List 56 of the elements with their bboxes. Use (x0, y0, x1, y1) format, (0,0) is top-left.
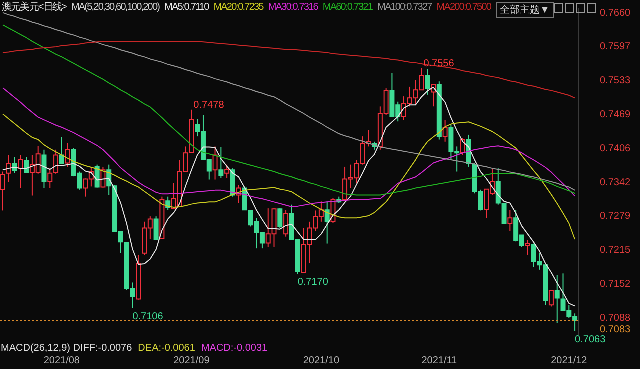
annotation: 全部主题▼ (496, 2, 554, 18)
y-tick-label: 0.7469 (600, 110, 632, 121)
text: MACD:-0.0031 (201, 343, 268, 354)
x-tick-label: 2021/11 (422, 356, 458, 366)
candlestick (212, 146, 218, 180)
x-tick-label: 2021/09 (174, 356, 210, 366)
annotation: 0.7106 (132, 311, 164, 322)
line-series (2, 41, 576, 99)
candlestick (554, 274, 560, 324)
text: MA60:0.7321 (322, 2, 373, 13)
annotation: 0.7063 (575, 334, 606, 346)
annotation: 0.7170 (298, 277, 329, 288)
ref-line-label: 0.7083 (600, 324, 632, 336)
candlestick (496, 168, 501, 206)
y-tick-label: 0.7660 (600, 8, 632, 19)
candlestick (218, 146, 224, 179)
candlestick (18, 154, 24, 189)
line-series (2, 88, 576, 208)
candlestick (65, 142, 70, 168)
text: MACD(26,12,9) DIFF:-0.0076 (1, 343, 132, 354)
text: MA20:0.7235 (214, 2, 264, 13)
annotation: 0.7478 (194, 100, 225, 111)
y-tick-label: 0.7279 (600, 211, 632, 222)
y-tick-label: 0.7342 (600, 177, 632, 188)
y-tick-label: 0.7406 (600, 143, 632, 154)
candlestick (548, 290, 554, 308)
candlestick (502, 202, 507, 225)
legend-title: MA(5,20,30,60,100,200) (71, 2, 160, 13)
y-tick-label: 0.7215 (600, 245, 632, 256)
candlestick (324, 201, 330, 244)
candlestick (284, 210, 289, 238)
y-tick-label: 0.7088 (600, 312, 632, 324)
candlestick (59, 136, 64, 165)
candlestick (224, 164, 230, 179)
candlestick (6, 154, 12, 183)
text: DEA:-0.0061 (138, 343, 196, 354)
line-series (2, 114, 576, 240)
y-tick-label: 0.7597 (600, 41, 632, 52)
text: MA30:0.7316 (268, 2, 318, 13)
candlestick (442, 120, 448, 142)
text: MA200:0.7500 (436, 2, 492, 13)
y-tick-label: 0.7533 (600, 76, 632, 87)
candlestick (278, 208, 283, 229)
candlestick (508, 210, 513, 232)
y-tick-label: 0.7152 (600, 278, 632, 290)
text: MA100:0.7327 (378, 2, 432, 13)
candlestick (24, 156, 30, 174)
x-tick-label: 2021/12 (551, 356, 588, 366)
candlestick (154, 216, 159, 241)
candlestick (525, 240, 530, 256)
candlestick (425, 68, 430, 96)
text: MA5:0.7110 (164, 2, 209, 13)
chart-title: 澳元美元<日线> (2, 2, 66, 13)
annotation: 0.7556 (424, 58, 455, 70)
x-tick-label: 2021/08 (44, 356, 80, 366)
x-tick-label: 2021/10 (303, 356, 340, 366)
